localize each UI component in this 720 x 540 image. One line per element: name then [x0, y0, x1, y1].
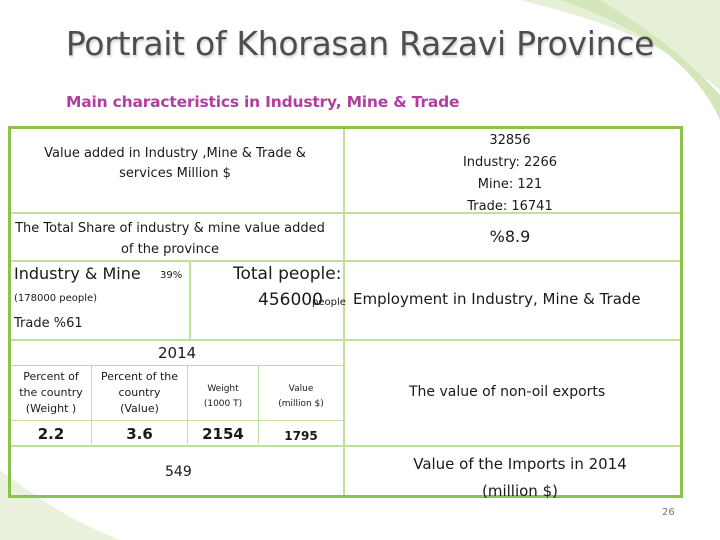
employment-label: Employment in Industry, Mine & Trade: [353, 290, 641, 308]
value-added-label-line1: Value added in Industry ,Mine & Trade &: [44, 146, 306, 161]
divider-exports-header: [11, 365, 343, 366]
exports-pct-value-line2: country: [118, 386, 161, 399]
exports-weight-header: Weight (1000 T): [188, 382, 258, 412]
trade-share: Trade %61: [14, 316, 83, 331]
exports-pct-weight-line1: Percent of: [23, 370, 79, 383]
divider-row-4: [11, 445, 680, 447]
exports-weight-value: 2154: [202, 425, 244, 443]
exports-value-header: Value (million $): [259, 382, 343, 412]
total-people-label: Total people:: [233, 264, 342, 284]
exports-pct-weight-header: Percent of the country (Weight ): [12, 369, 90, 417]
divider-vertical-employment: [189, 262, 191, 339]
page-number: 26: [662, 507, 675, 518]
total-people-value: 456000: [258, 290, 323, 310]
exports-year: 2014: [158, 344, 197, 362]
industry-mine-percent: 39%: [160, 270, 183, 281]
imports-label-line1: Value of the Imports in 2014: [413, 455, 627, 473]
share-label-line2: of the province: [120, 242, 220, 257]
total-people-unit: people: [312, 297, 346, 308]
divider-row-3: [11, 339, 680, 341]
industry-mine-label: Industry & Mine: [14, 264, 141, 283]
exports-pct-weight-line2: the country: [19, 386, 83, 399]
exports-weight-line2: (1000 T): [203, 399, 243, 409]
share-value: %8.9: [489, 227, 531, 246]
exports-value-value: 1795: [284, 429, 318, 443]
value-added-mine: Mine: 121: [477, 177, 543, 192]
share-label: The Total Share of industry & mine value…: [4, 218, 336, 260]
value-added-industry: Industry: 2266: [462, 155, 558, 170]
exports-weight-line1: Weight: [207, 384, 239, 394]
page-title: Portrait of Khorasan Razavi Province: [65, 24, 655, 63]
section-subtitle: Main characteristics in Industry, Mine &…: [66, 93, 460, 111]
value-added-trade: Trade: 16741: [467, 199, 553, 214]
imports-label-line2: (million $): [482, 482, 558, 500]
exports-pct-weight-value: 2.2: [37, 425, 65, 443]
divider-row-1: [11, 212, 680, 214]
value-added-figures: 32856 Industry: 2266 Mine: 121 Trade: 16…: [400, 130, 620, 218]
divider-row-2: [11, 260, 680, 262]
exports-pct-value-line3: (Value): [120, 402, 159, 415]
exports-value-line2: (million $): [278, 399, 324, 409]
divider-exports-col-3: [258, 366, 259, 444]
divider-exports-col-2: [187, 366, 188, 444]
exports-label: The value of non-oil exports: [409, 384, 606, 400]
value-added-label-line2: services Million $: [119, 166, 231, 181]
exports-pct-value-line1: Percent of the: [100, 370, 179, 383]
value-added-total: 32856: [489, 133, 531, 148]
industry-mine-people: (178000 people): [14, 293, 98, 304]
exports-value-line1: Value: [288, 384, 314, 394]
divider-exports-values: [11, 420, 343, 421]
divider-vertical-main: [343, 129, 345, 495]
exports-pct-value-value: 3.6: [126, 425, 153, 443]
value-added-label: Value added in Industry ,Mine & Trade & …: [14, 144, 336, 184]
exports-pct-value-header: Percent of the country (Value): [92, 369, 187, 417]
imports-value: 549: [165, 464, 192, 480]
info-table: [8, 126, 683, 498]
divider-exports-col-1: [91, 366, 92, 444]
imports-label: Value of the Imports in 2014 (million $): [385, 451, 655, 505]
exports-pct-weight-line3: (Weight ): [25, 402, 77, 415]
share-label-line1: The Total Share of industry & mine value…: [15, 221, 325, 236]
